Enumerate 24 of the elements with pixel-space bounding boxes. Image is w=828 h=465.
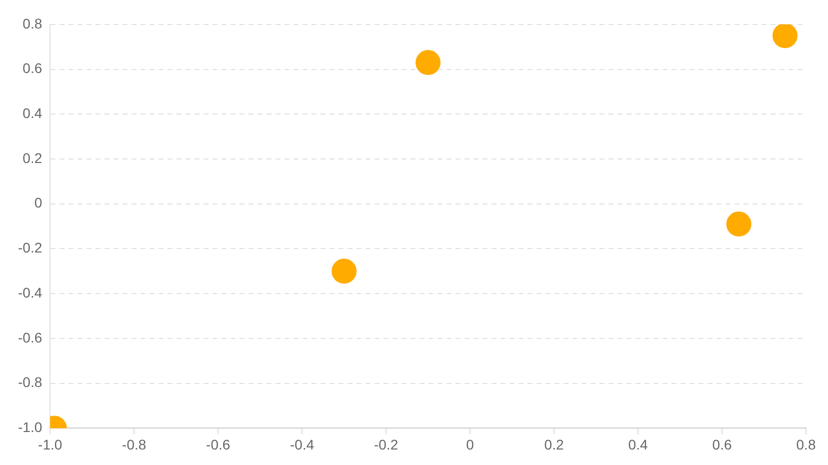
point xyxy=(726,212,752,237)
point xyxy=(772,24,798,48)
point xyxy=(332,258,357,284)
y-tick-label: -0.8 xyxy=(18,374,42,390)
point xyxy=(416,50,441,76)
y-tick-label: 0.6 xyxy=(22,60,42,76)
y-tick-label: 0.4 xyxy=(22,104,42,121)
y-tick-label: -0.6 xyxy=(18,329,42,346)
x-tick-label: -0.2 xyxy=(374,436,398,452)
y-tick-label: 0.8 xyxy=(22,15,42,32)
x-tick-label: 0.4 xyxy=(628,436,648,452)
x-tick-label: 0 xyxy=(466,436,474,452)
y-tick-label: 0 xyxy=(34,194,42,211)
y-tick-label: -1.0 xyxy=(18,419,42,436)
y-tick-label: -0.4 xyxy=(18,284,42,300)
x-tick-label: 0.8 xyxy=(796,436,816,452)
x-tick-label: 0.2 xyxy=(544,436,564,452)
y-tick-label: 0.2 xyxy=(22,150,42,166)
x-tick-label: -0.8 xyxy=(122,436,146,452)
x-tick-label: -0.6 xyxy=(206,436,230,452)
x-tick-label: -0.4 xyxy=(290,436,314,452)
x-tick-label: -1.0 xyxy=(38,436,62,452)
y-tick-label: -0.2 xyxy=(18,240,42,256)
x-tick-label: 0.6 xyxy=(712,436,732,452)
